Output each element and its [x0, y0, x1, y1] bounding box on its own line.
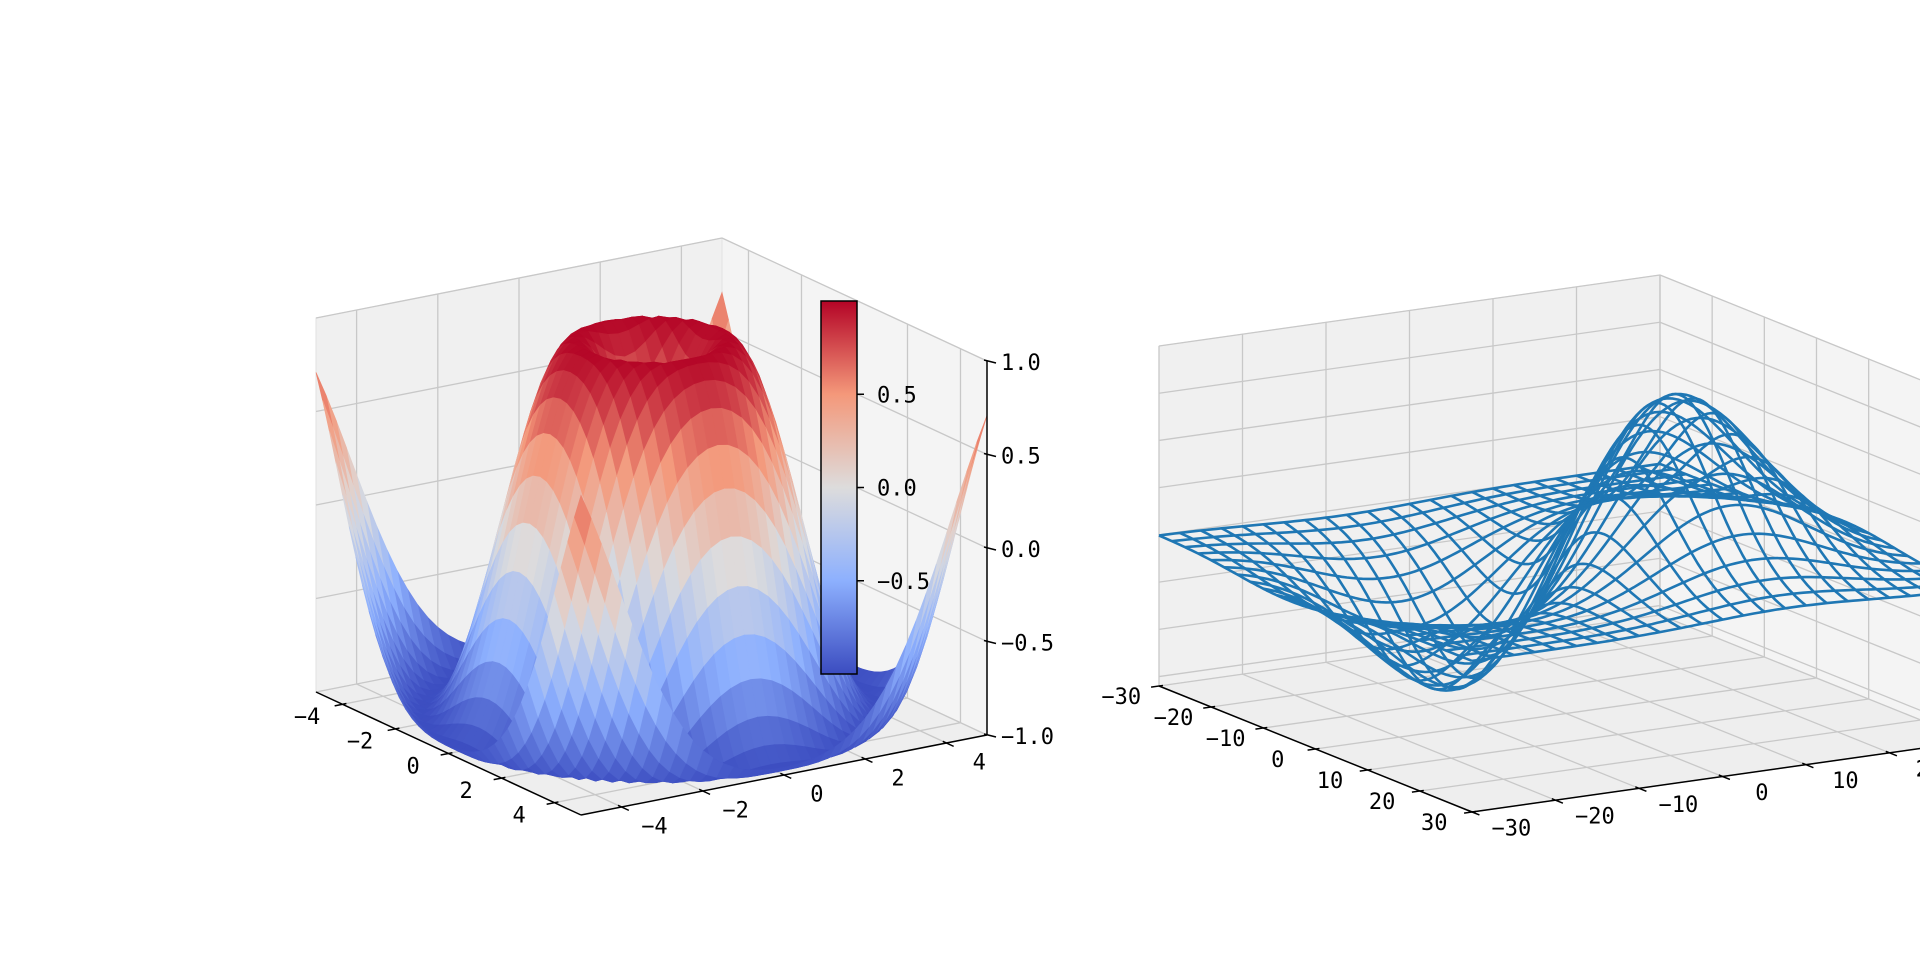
y-tick-label: −10 — [1659, 793, 1699, 818]
gridline — [1659, 274, 1920, 381]
z-tick-label: 0.0 — [1001, 538, 1041, 563]
colorbar-tick-label: 0.0 — [877, 477, 917, 502]
surface-patch — [574, 494, 592, 546]
gridline — [1576, 626, 1890, 754]
gridline — [1659, 614, 1920, 721]
y-tick-label: −20 — [1575, 805, 1615, 830]
z-tick — [983, 359, 997, 364]
y-tick — [1718, 774, 1731, 781]
gridline — [1158, 368, 1661, 442]
y-tick — [698, 788, 711, 796]
y-tick-label: 2 — [891, 766, 904, 791]
x-tick-label: 20 — [1369, 790, 1396, 815]
gridline — [1325, 661, 1640, 789]
x-tick — [493, 776, 506, 781]
wire-y-line — [1638, 465, 1920, 577]
x-tick — [1307, 747, 1320, 751]
gridline — [1158, 321, 1661, 394]
x-tick-label: −10 — [1206, 727, 1246, 752]
x-tick — [1150, 684, 1164, 688]
x-tick — [1411, 789, 1424, 793]
colorbar: −0.5 0.0 0.5 — [820, 300, 930, 675]
wire-x-line — [1445, 575, 1920, 652]
z-tick-label: 1.0 — [1001, 351, 1041, 376]
x-tick-label: 2 — [459, 779, 472, 804]
gridline — [1158, 416, 1661, 489]
y-tick — [1551, 797, 1564, 804]
z-tick — [983, 639, 997, 645]
z-tick-label: −1.0 — [1001, 725, 1054, 750]
gridline — [1659, 510, 1920, 617]
y-tick — [1802, 762, 1814, 769]
wire-x-line — [1458, 585, 1920, 657]
x-tick — [387, 727, 400, 732]
y-tick-label: −2 — [722, 798, 749, 823]
wire-y-line — [1576, 455, 1891, 599]
gridline — [1659, 321, 1920, 428]
colorbar-tick-label: 0.5 — [877, 383, 917, 408]
z-tick-label: 0.5 — [1001, 445, 1041, 470]
y-tick-label: 10 — [1832, 769, 1859, 794]
surface-plot: −4 −2 0 2 4 −4 −2 0 2 4 −1.0 −0.5 0.0 0.5 1.0 — [294, 237, 1054, 839]
x-tick — [334, 702, 347, 707]
y-tick — [1468, 809, 1480, 816]
x-tick-label: 30 — [1421, 811, 1448, 836]
y-tick — [1635, 786, 1647, 793]
z-tick — [983, 546, 997, 551]
z-tick — [983, 733, 997, 738]
x-tick — [1203, 705, 1216, 709]
y-tick-label: 0 — [810, 782, 823, 807]
wireframe-plot: −30−20−100102030−30−20−100102030−60−40−2… — [1101, 274, 1920, 841]
y-tick — [942, 740, 954, 748]
x-tick-label: −4 — [294, 705, 321, 730]
colorbar-tick-label: −0.5 — [877, 570, 930, 595]
x-tick-label: 0 — [406, 754, 419, 779]
gridline — [1242, 673, 1556, 801]
y-tick-label: −30 — [1492, 816, 1532, 841]
y-tick — [861, 756, 873, 764]
z-tick-label: −0.5 — [1001, 632, 1054, 657]
y-tick-label: 0 — [1755, 781, 1768, 806]
wire-y-line — [1659, 462, 1920, 565]
gridline — [1659, 368, 1920, 475]
y-tick — [617, 804, 630, 812]
y-tick-label: −4 — [641, 814, 668, 839]
gridline — [1659, 557, 1920, 664]
x-tick — [440, 751, 453, 756]
x-tick-label: 0 — [1271, 748, 1284, 773]
x-tick-label: −2 — [347, 730, 374, 755]
wire-x-line — [1432, 556, 1920, 647]
x-tick-label: −20 — [1154, 706, 1194, 731]
x-tick-label: 10 — [1317, 769, 1344, 794]
wire-x-line — [1471, 593, 1920, 663]
x-tick — [1359, 768, 1372, 772]
surface — [315, 291, 988, 784]
colorbar-gradient — [820, 300, 858, 675]
wire-y-line — [1596, 471, 1912, 598]
gridline — [1659, 604, 1920, 711]
gridline — [1492, 638, 1807, 766]
gridline — [315, 237, 723, 319]
x-tick — [546, 801, 559, 805]
x-tick-label: 4 — [512, 803, 525, 828]
y-tick-label: 20 — [1916, 757, 1920, 782]
gridline — [1158, 274, 1661, 347]
z-tick — [983, 452, 997, 458]
y-tick — [780, 772, 792, 780]
x-tick-label: −30 — [1101, 685, 1141, 710]
x-tick — [1255, 726, 1268, 730]
wire-y-line — [1617, 468, 1920, 590]
gridline — [721, 237, 988, 362]
y-tick-label: 4 — [973, 750, 986, 775]
y-tick — [1885, 750, 1898, 757]
gridline — [1409, 649, 1723, 778]
wireframe — [1158, 392, 1920, 692]
